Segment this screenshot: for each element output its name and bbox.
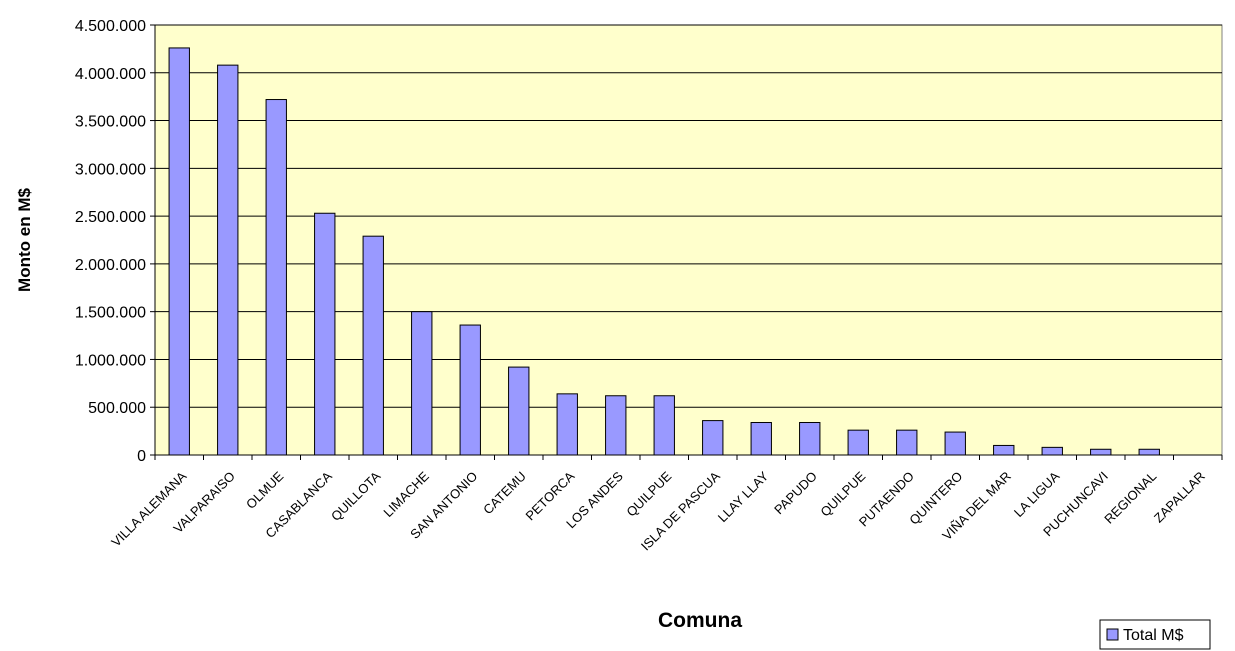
bar: [653, 395, 675, 456]
y-tick-label: 4.000.000: [75, 66, 146, 83]
bar: [605, 395, 627, 456]
x-tick-label: LIMACHE: [380, 468, 432, 520]
x-tick-label: CATEMU: [480, 469, 529, 518]
y-tick-label: 3.000.000: [75, 161, 146, 178]
bar: [944, 431, 966, 456]
bar: [265, 99, 287, 456]
legend-swatch: [1106, 628, 1119, 641]
y-tick-label: 0: [137, 448, 146, 465]
x-tick-label: QUILPUE: [817, 468, 868, 519]
bar: [896, 429, 918, 456]
bar: [314, 212, 336, 456]
x-tick-label: VILLA ALEMANA: [108, 468, 189, 549]
y-tick-label: 4.500.000: [75, 18, 146, 35]
bar: [702, 420, 724, 456]
bar: [750, 422, 772, 456]
y-tick-label: 500.000: [88, 400, 146, 417]
bar: [1090, 448, 1112, 456]
x-tick-label: OLMUE: [243, 468, 287, 512]
axes: [150, 24, 1223, 460]
y-tick-label: 1.000.000: [75, 352, 146, 369]
x-tick-label: REGIONAL: [1101, 469, 1159, 527]
y-tick-labels: 0 500.000 1.000.000 1.500.000 2.000.000 2.500…: [75, 18, 146, 465]
x-tick-label: LA LIGUA: [1011, 468, 1063, 520]
bar: [799, 422, 821, 456]
bar: [1041, 446, 1063, 456]
x-axis-title: Comuna: [658, 609, 742, 632]
x-tick-label: LLAY LLAY: [715, 468, 772, 525]
x-tick-label: QUILLOTA: [328, 468, 384, 524]
bar: [556, 393, 578, 456]
y-tick-label: 2.000.000: [75, 257, 146, 274]
y-tick-label: 1.500.000: [75, 305, 146, 322]
bars: [168, 47, 1160, 456]
bar: [508, 366, 530, 456]
legend: Total M$: [1099, 619, 1211, 650]
legend-label: Total M$: [1123, 627, 1184, 644]
x-tick-label: PAPUDO: [771, 469, 820, 518]
bar: [217, 64, 239, 456]
x-tick-label: ZAPALLAR: [1151, 469, 1208, 526]
y-tick-label: 3.500.000: [75, 114, 146, 131]
bar: [459, 324, 481, 456]
x-tick-label: QUILPUE: [623, 468, 674, 519]
bar: [362, 235, 384, 456]
bar: [411, 311, 433, 456]
y-tick-label: 2.500.000: [75, 209, 146, 226]
bar: [847, 429, 869, 456]
bar: [1138, 448, 1160, 456]
bar: [168, 47, 190, 456]
bar: [993, 444, 1015, 456]
y-axis-title: Monto en M$: [15, 188, 34, 292]
